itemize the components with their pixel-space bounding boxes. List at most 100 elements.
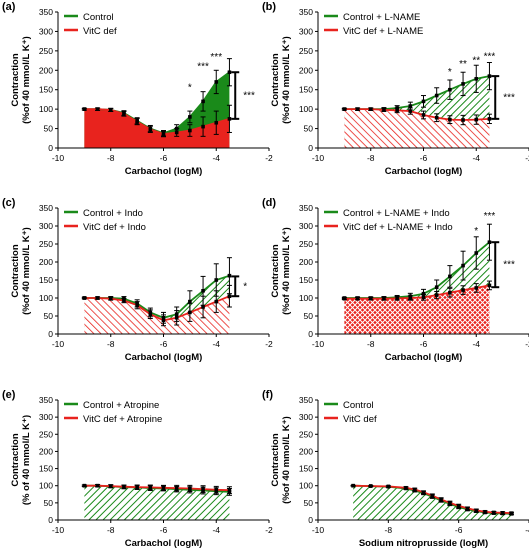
vitc-point [214,120,219,125]
legend-label-control: Control + L-NAME [343,12,420,23]
y-axis-label-line1: Contraction [270,244,281,298]
significance-star: * [448,67,452,78]
vitc-point [122,112,126,116]
y-axis-label-line1: Contraction [270,53,281,107]
vitc-point [368,107,373,111]
vitc-point [421,295,426,300]
significance-star: *** [484,211,496,222]
x-tick-label: -4 [472,339,480,349]
y-tick-label: 150 [39,85,53,95]
x-tick-label: -10 [312,339,325,349]
vitc-point [174,486,179,490]
x-tick-label: -8 [385,525,393,535]
legend-label-vitc: VitC def + L-NAME [343,26,423,37]
vitc-point [227,117,232,121]
vitc-point [108,484,113,488]
bracket-label: *** [503,260,515,271]
legend-label-control: Control [343,400,374,411]
control-area [353,485,512,520]
panel-c: (c) 0 50 100 150 200 250 300 350 -10 -8 -6 -4 -2 Carba… [2,197,273,363]
y-tick-label: 100 [299,104,313,114]
vitc-point [434,293,439,297]
control-point [448,274,452,279]
vitc-point [135,303,139,307]
y-tick-label: 0 [48,143,53,153]
significance-star: * [474,226,478,237]
bracket-label: * [243,281,247,292]
y-tick-label: 200 [299,446,313,456]
bracket-label: *** [243,91,255,102]
vitc-point [122,484,126,489]
vitc-point [421,490,426,495]
control-point [214,278,219,282]
y-tick-label: 250 [39,429,53,439]
vitc-point [492,510,496,515]
control-point [214,80,219,84]
x-tick-label: -2 [265,525,273,535]
y-axis-label: Contraction (%of 40 mmol/L K⁺) [270,36,292,124]
control-point [421,99,426,104]
y-tick-label: 100 [39,481,53,491]
vitc-point [434,115,439,120]
y-tick-label: 200 [39,65,53,75]
vitc-point [395,296,399,301]
y-tick-label: 150 [299,464,313,474]
vitc-point [382,108,386,112]
x-tick-label: -8 [107,153,115,163]
control-point [227,70,232,75]
y-tick-label: 0 [48,329,53,339]
vitc-point [201,305,205,309]
vitc-point [412,487,417,492]
control-point [188,299,192,304]
y-tick-label: 200 [39,446,53,456]
y-tick-label: 300 [39,221,53,231]
x-axis-label: Carbachol (logM) [125,166,203,177]
vitc-point [368,296,373,301]
y-tick-label: 350 [39,203,53,213]
legend-label-vitc: VitC def + Indo [83,222,146,233]
significance-star: *** [484,51,496,62]
vitc-point [161,132,166,136]
y-tick-label: 250 [39,239,53,249]
control-point [201,289,205,293]
vitc-point [509,511,514,515]
significance-star: ** [472,55,480,66]
bracket-label: *** [503,92,515,103]
vitc-area [84,109,230,148]
y-axis-label: Contraction (%of 40 mmol/L K⁺) [270,227,292,315]
vitc-point [448,117,452,122]
y-tick-label: 100 [39,104,53,114]
y-tick-label: 150 [299,85,313,95]
y-axis-label-line2: (%of 40 mmol/L K⁺) [281,416,292,504]
vitc-point [108,108,113,112]
control-point [474,77,479,81]
vitc-point [201,487,205,491]
vitc-area [84,296,230,334]
vitc-point [465,506,470,511]
vitc-line [344,284,490,300]
x-tick-label: -8 [367,153,375,163]
x-tick-label: -10 [312,153,325,163]
vitc-point [474,508,479,513]
control-area [84,485,230,520]
x-tick-label: -2 [265,153,273,163]
vitc-line [353,484,512,514]
y-axis-label-line2: (% of 40 mmol/L K⁺) [21,415,32,505]
y-axis-label: Contraction (%of 40 mmol/L K⁺) [10,36,32,124]
vitc-point [342,296,347,301]
y-tick-label: 250 [299,46,313,56]
vitc-point [95,107,100,111]
vitc-point [355,296,360,301]
panel-label: (e) [2,389,16,401]
y-tick-label: 50 [304,498,314,508]
panel-f: (f) 0 50 100 150 200 250 300 350 -10 -8 -6 -4 Sodium … [262,389,529,549]
vitc-line [344,108,490,121]
control-point [201,99,205,104]
y-tick-label: 250 [299,239,313,249]
legend-label-control: Control + L-NAME + Indo [343,208,450,219]
vitc-line [84,295,230,322]
y-axis-label: Contraction (% of 40 mmol/L K⁺) [10,415,32,505]
y-tick-label: 200 [39,257,53,267]
vitc-point [188,486,192,491]
x-tick-label: -2 [525,339,529,349]
